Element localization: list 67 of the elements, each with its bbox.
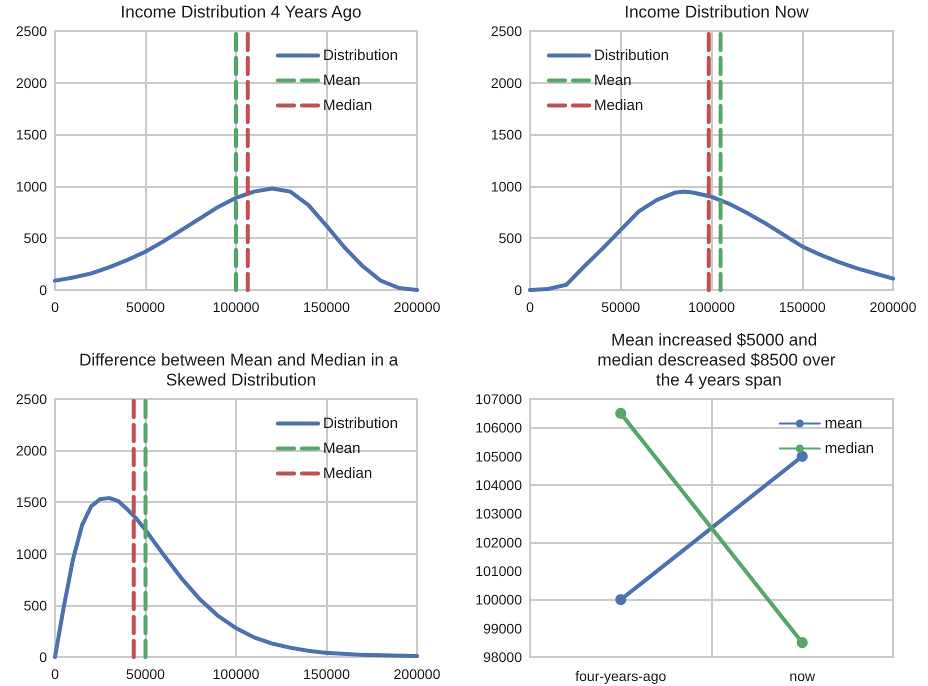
legend-label: Distribution	[322, 47, 398, 64]
point	[796, 637, 808, 648]
x-tick-label: four-years-ago	[575, 668, 666, 684]
y-tick-label: 105000	[475, 448, 522, 464]
legend-label: Mean	[322, 72, 360, 89]
legend-label: mean	[824, 415, 862, 432]
legend-label: Distribution	[322, 415, 398, 432]
y-tick-label: 1000	[16, 178, 48, 194]
chart-title: Income Distribution Now	[624, 2, 810, 22]
point	[615, 594, 626, 606]
x-tick-label: 150000	[303, 666, 350, 682]
line-series	[528, 190, 895, 292]
line-series	[53, 186, 419, 292]
y-tick-label: 106000	[475, 420, 522, 436]
legend-label: Median	[594, 97, 644, 114]
y-tick-label: 500	[24, 597, 48, 614]
x-tick-label: 150000	[303, 299, 350, 315]
y-tick-label: 1500	[490, 126, 522, 143]
x-tick-label: 100000	[212, 666, 260, 682]
y-tick-label: 107000	[475, 391, 522, 407]
y-tick-label: 100000	[475, 592, 522, 608]
x-tick-label: 0	[51, 299, 60, 315]
x-tick-label: 150000	[778, 299, 826, 315]
legend-label: median	[824, 440, 874, 457]
chart-title: Income Distribution 4 Years Ago	[120, 2, 362, 22]
y-tick-label: 104000	[475, 477, 522, 493]
y-tick-label: 500	[24, 230, 48, 246]
chart-title: Difference between Mean and Median in a Skewed Distribution	[79, 350, 403, 390]
x-tick-label: 50000	[126, 299, 166, 315]
y-tick-label: 1500	[16, 494, 48, 510]
chart-title: Mean increased $5000 and median descreased $8500 over the 4 years span	[597, 330, 836, 390]
x-tick-label: 0	[51, 666, 60, 682]
legend-label: Median	[322, 465, 372, 482]
x-tick-label: now	[789, 668, 816, 684]
point	[615, 408, 626, 419]
x-tick-label: 100000	[212, 299, 260, 315]
y-tick-label: 2500	[16, 391, 48, 407]
x-tick-label: 0	[526, 299, 534, 315]
point	[796, 450, 808, 462]
y-tick-label: 2000	[16, 442, 48, 459]
y-tick-label: 2500	[16, 23, 48, 39]
y-tick-label: 0	[514, 282, 522, 298]
y-tick-label: 99000	[483, 620, 522, 636]
y-tick-label: 2000	[490, 74, 522, 91]
y-tick-label: 0	[39, 649, 48, 665]
y-tick-label: 2000	[16, 74, 48, 91]
legend-label: Median	[322, 97, 372, 114]
y-tick-label: 1500	[16, 126, 48, 143]
y-tick-label: 0	[39, 282, 48, 298]
y-tick-label: 2500	[490, 23, 522, 39]
x-tick-label: 200000	[394, 666, 441, 682]
y-tick-label: 101000	[475, 563, 522, 579]
x-tick-label: 50000	[601, 299, 640, 315]
y-tick-label: 102000	[475, 534, 522, 550]
x-tick-label: 100000	[688, 299, 736, 315]
y-tick-label: 1000	[490, 178, 522, 194]
legend-label: Mean	[322, 440, 360, 457]
y-tick-label: 98000	[483, 649, 522, 665]
legend-label: Distribution	[594, 47, 670, 64]
y-tick-label: 1000	[16, 546, 48, 562]
x-tick-label: 50000	[126, 666, 166, 682]
legend-label: Mean	[594, 72, 632, 89]
x-tick-label: 200000	[394, 299, 441, 315]
y-tick-label: 103000	[475, 506, 522, 522]
x-tick-label: 200000	[870, 299, 917, 315]
y-tick-label: 500	[498, 230, 522, 246]
line-series	[53, 496, 419, 659]
